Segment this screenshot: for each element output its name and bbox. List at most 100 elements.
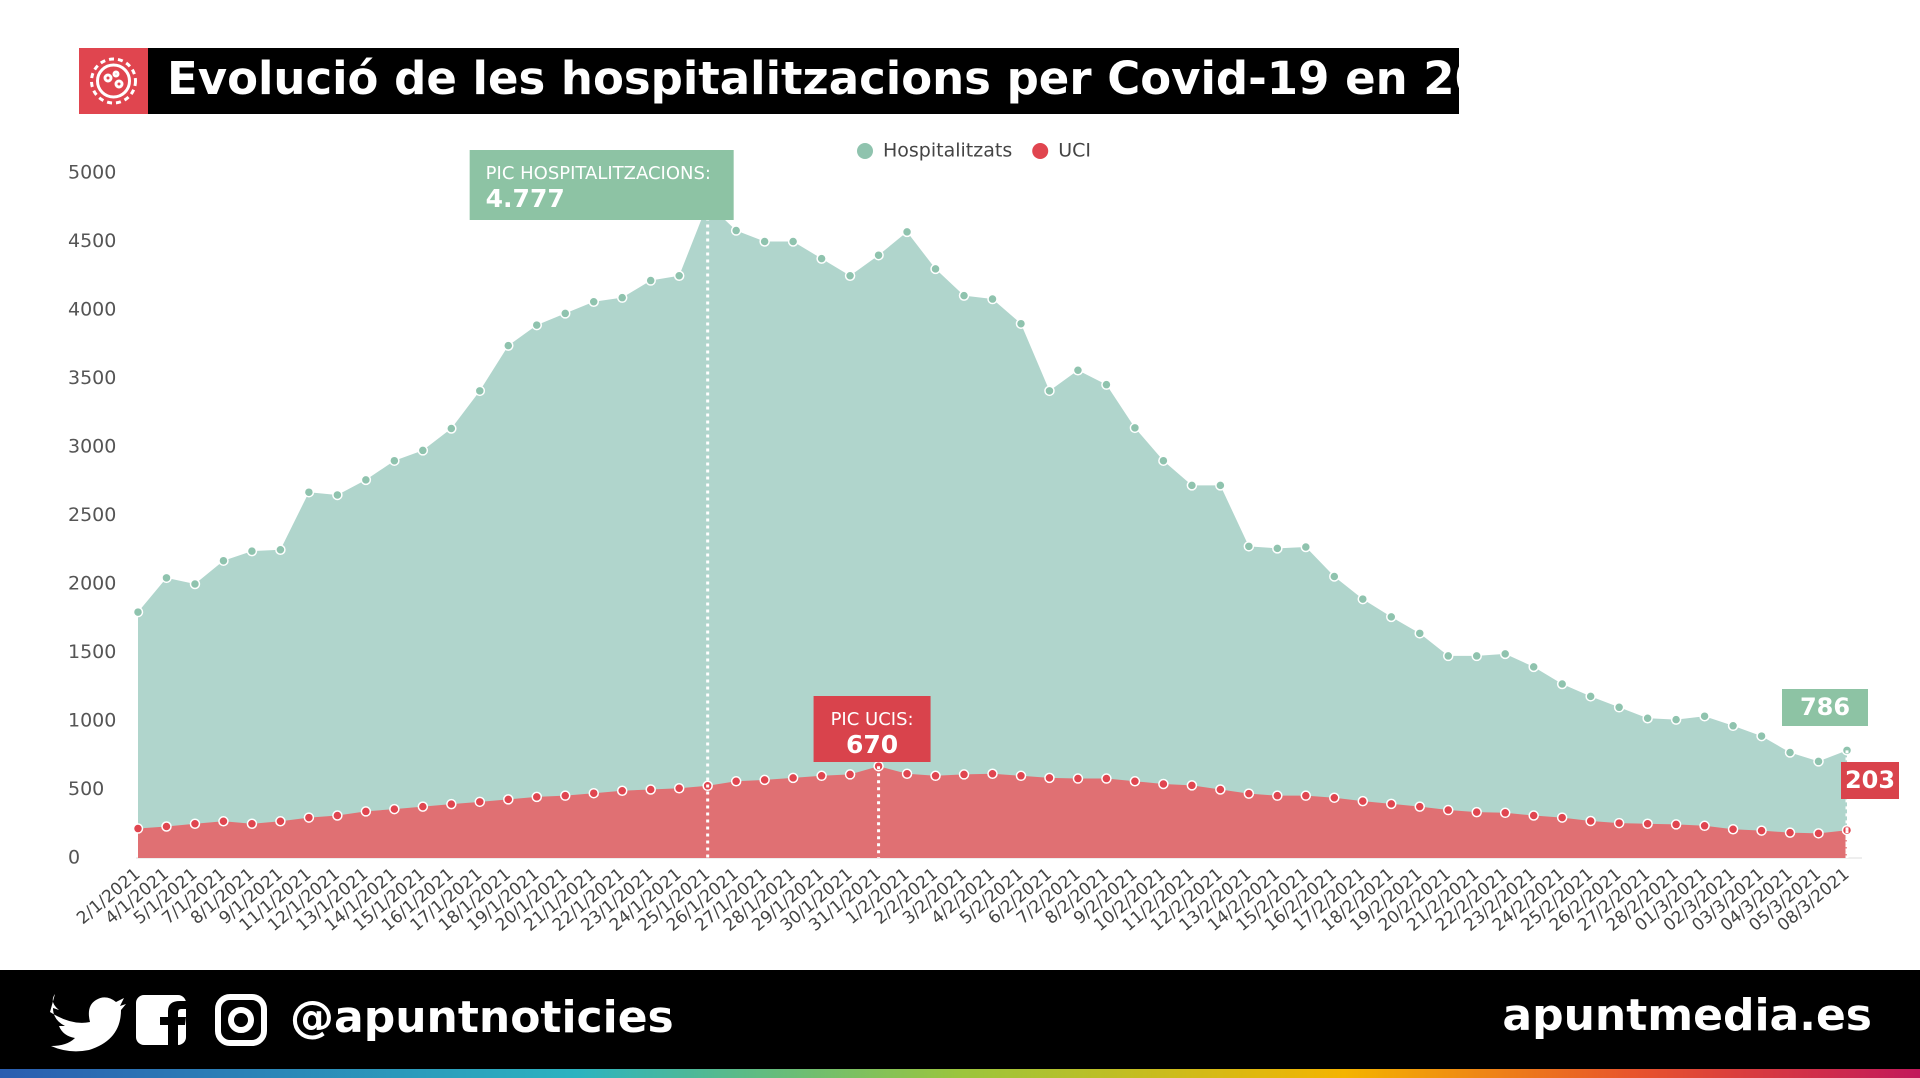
value-label: 786 xyxy=(1800,693,1850,721)
point xyxy=(645,275,656,286)
point xyxy=(560,308,571,319)
legend-swatch xyxy=(857,143,873,159)
instagram-lens xyxy=(228,1007,254,1033)
point xyxy=(673,270,685,281)
point xyxy=(1243,541,1255,552)
point xyxy=(588,787,599,799)
point xyxy=(787,772,799,784)
point xyxy=(759,236,770,247)
point xyxy=(873,249,884,261)
point xyxy=(1414,801,1425,812)
y-tick-label: 1500 xyxy=(68,641,116,663)
point xyxy=(189,818,201,829)
point xyxy=(987,293,998,305)
point xyxy=(816,770,827,782)
point xyxy=(958,290,970,301)
point xyxy=(1471,806,1482,818)
point xyxy=(531,319,543,331)
point xyxy=(1186,780,1198,791)
virus-icon xyxy=(90,57,137,105)
point xyxy=(1072,773,1084,784)
y-tick-label: 0 xyxy=(68,847,80,869)
social-icons xyxy=(50,994,267,1052)
point xyxy=(1585,815,1596,827)
point xyxy=(588,296,599,308)
point xyxy=(1756,730,1767,742)
area xyxy=(138,203,1847,858)
annotation-title: PIC UCIS: xyxy=(831,709,914,730)
point xyxy=(446,423,457,434)
point xyxy=(1044,385,1055,397)
point xyxy=(1471,650,1482,662)
y-tick-label: 5000 xyxy=(68,162,116,184)
point xyxy=(1556,678,1568,690)
y-tick-label: 2000 xyxy=(68,573,116,595)
point xyxy=(901,768,913,779)
point xyxy=(161,572,172,584)
point xyxy=(1642,713,1653,724)
point xyxy=(1186,480,1198,491)
point xyxy=(730,776,742,787)
point xyxy=(389,455,400,466)
point xyxy=(1442,650,1454,662)
point xyxy=(1015,318,1027,329)
point xyxy=(787,236,799,247)
y-tick-label: 3500 xyxy=(68,367,116,389)
point xyxy=(303,812,315,823)
point xyxy=(1272,790,1283,801)
legend: Hospitalitzats UCI xyxy=(857,140,1091,162)
point xyxy=(1215,784,1226,795)
point xyxy=(844,769,856,780)
legend-swatch xyxy=(1032,143,1049,159)
point xyxy=(189,578,201,590)
value-label: 203 xyxy=(1845,766,1895,794)
y-tick-label: 2500 xyxy=(68,504,116,526)
point xyxy=(1101,379,1112,390)
point xyxy=(1072,365,1084,376)
point xyxy=(1329,571,1340,582)
point xyxy=(1272,543,1283,554)
point xyxy=(389,803,400,815)
point xyxy=(332,489,343,501)
point xyxy=(930,770,941,782)
point xyxy=(1386,611,1397,623)
point xyxy=(1727,823,1739,835)
point xyxy=(1727,720,1739,732)
point xyxy=(930,263,941,275)
point xyxy=(1642,818,1653,829)
point xyxy=(1414,628,1425,639)
point xyxy=(360,474,372,486)
point xyxy=(1813,828,1824,839)
point xyxy=(360,806,372,817)
point xyxy=(1158,778,1169,790)
point xyxy=(218,816,229,827)
point xyxy=(616,785,628,796)
annotation-value: 4.777 xyxy=(486,184,565,213)
twitter-icon xyxy=(50,994,126,1052)
point xyxy=(901,226,913,238)
annotation-title: PIC HOSPITALITZACIONS: xyxy=(486,163,711,184)
footer-handle: @apuntnoticies xyxy=(290,992,674,1043)
value-label-box xyxy=(1782,689,1868,726)
annotation-value: 670 xyxy=(846,730,898,759)
y-tick-label: 3000 xyxy=(68,436,116,458)
point xyxy=(503,794,514,805)
point xyxy=(1044,772,1055,784)
point xyxy=(1015,770,1027,782)
point xyxy=(958,769,970,780)
point xyxy=(616,292,628,303)
point xyxy=(1813,756,1824,767)
plot: 0 500 1000 1500 2000 2500 3000 3500 4000 4500 5000… xyxy=(68,140,1899,936)
footer-strip xyxy=(0,1069,1920,1078)
point xyxy=(1215,480,1226,491)
point xyxy=(1784,827,1796,838)
point xyxy=(1756,825,1767,836)
point xyxy=(844,270,856,281)
point xyxy=(560,790,571,801)
point xyxy=(446,798,457,810)
annotation-box xyxy=(813,696,931,762)
point xyxy=(730,225,742,236)
point xyxy=(218,555,229,566)
footer-bar xyxy=(0,970,1920,1070)
